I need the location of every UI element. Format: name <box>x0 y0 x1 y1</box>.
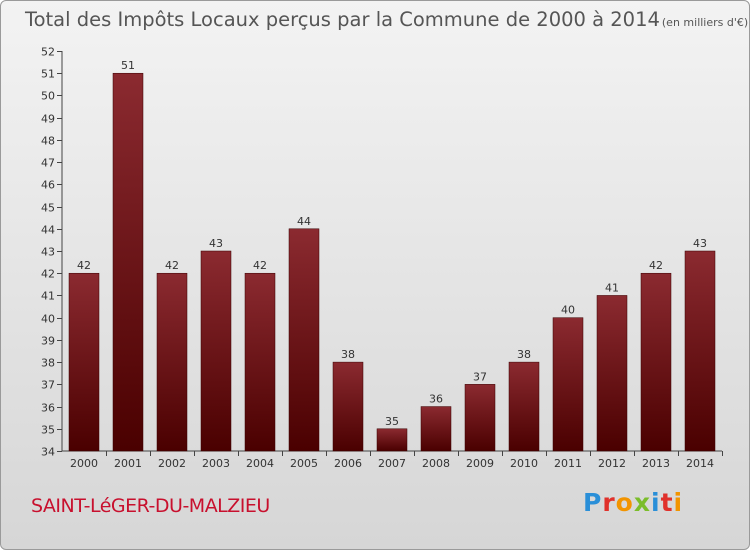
y-tick-label: 35 <box>41 424 55 437</box>
x-tick-label: 2011 <box>554 457 582 470</box>
y-tick-label: 40 <box>41 313 55 326</box>
bar <box>288 228 320 452</box>
x-tick-label: 2002 <box>158 457 186 470</box>
y-tick-label: 49 <box>41 113 55 126</box>
x-tick-label: 2006 <box>334 457 362 470</box>
bar-value-label: 43 <box>693 237 707 250</box>
y-tick-label: 50 <box>41 90 55 103</box>
bar <box>464 384 496 452</box>
y-tick-label: 48 <box>41 135 55 148</box>
bar <box>156 272 188 452</box>
y-tick-label: 52 <box>41 46 55 59</box>
bar <box>420 406 452 452</box>
logo-letter: t <box>660 488 674 517</box>
x-tick-label: 2007 <box>378 457 406 470</box>
bar <box>244 272 276 452</box>
x-tick-label: 2001 <box>114 457 142 470</box>
y-tick-label: 42 <box>41 268 55 281</box>
y-tick-label: 41 <box>41 290 55 303</box>
bar-value-label: 37 <box>473 370 487 383</box>
proxiti-logo: Proxiti <box>583 488 683 517</box>
chart-title: Total des Impôts Locaux perçus par la Co… <box>24 8 748 31</box>
bar-value-label: 38 <box>517 348 531 361</box>
bar-value-label: 42 <box>165 259 179 272</box>
bar-value-label: 42 <box>253 259 267 272</box>
y-tick-label: 46 <box>41 179 55 192</box>
y-tick-label: 51 <box>41 68 55 81</box>
bar <box>640 272 672 452</box>
bar <box>112 72 144 452</box>
y-tick-label: 45 <box>41 202 55 215</box>
bar-value-label: 42 <box>649 259 663 272</box>
bar-value-label: 41 <box>605 281 619 294</box>
bar-value-label: 42 <box>77 259 91 272</box>
logo-letter: i <box>673 488 684 517</box>
bar-value-label: 43 <box>209 237 223 250</box>
logo-letter: r <box>602 488 616 517</box>
x-tick-label: 2003 <box>202 457 230 470</box>
bar-value-label: 35 <box>385 415 399 428</box>
y-tick-label: 34 <box>41 446 55 459</box>
bar <box>332 361 364 452</box>
logo-letter: i <box>651 488 661 517</box>
commune-name: SAINT-LéGER-DU-MALZIEU <box>31 495 270 517</box>
bar <box>684 250 716 452</box>
x-tick-label: 2000 <box>70 457 98 470</box>
y-tick-label: 36 <box>41 402 55 415</box>
bar-value-label: 51 <box>121 59 135 72</box>
x-tick-label: 2009 <box>466 457 494 470</box>
bars: 42 51 42 43 42 44 38 35 36 37 38 40 41 42 43 <box>68 59 716 452</box>
bar-value-label: 38 <box>341 348 355 361</box>
logo-letter: P <box>583 488 603 517</box>
y-tick-label: 38 <box>41 357 55 370</box>
bar-value-label: 40 <box>561 304 575 317</box>
x-tick-label: 2005 <box>290 457 318 470</box>
bar-value-label: 36 <box>429 393 443 406</box>
bar-value-label: 44 <box>297 215 311 228</box>
logo-letter: x <box>633 488 651 517</box>
x-tick-label: 2014 <box>686 457 714 470</box>
x-tick-label: 2004 <box>246 457 274 470</box>
x-tick-label: 2012 <box>598 457 626 470</box>
bar <box>552 317 584 452</box>
bar <box>200 250 232 452</box>
logo-letter: o <box>615 488 634 517</box>
bar <box>376 428 408 452</box>
x-tick-label: 2008 <box>422 457 450 470</box>
x-tick-label: 2013 <box>642 457 670 470</box>
x-tick-label: 2010 <box>510 457 538 470</box>
y-tick-label: 37 <box>41 379 55 392</box>
y-tick-label: 39 <box>41 335 55 348</box>
bar <box>508 361 540 452</box>
bar <box>68 272 100 452</box>
y-tick-label: 43 <box>41 246 55 259</box>
y-tick-label: 44 <box>41 224 55 237</box>
axes: 34 35 36 37 38 39 40 41 42 43 44 45 46 47 48 49 50 51 52 20… <box>41 46 723 470</box>
bar <box>596 295 628 452</box>
chart-subtitle: (en milliers d'€) <box>662 16 748 29</box>
y-tick-label: 47 <box>41 157 55 170</box>
